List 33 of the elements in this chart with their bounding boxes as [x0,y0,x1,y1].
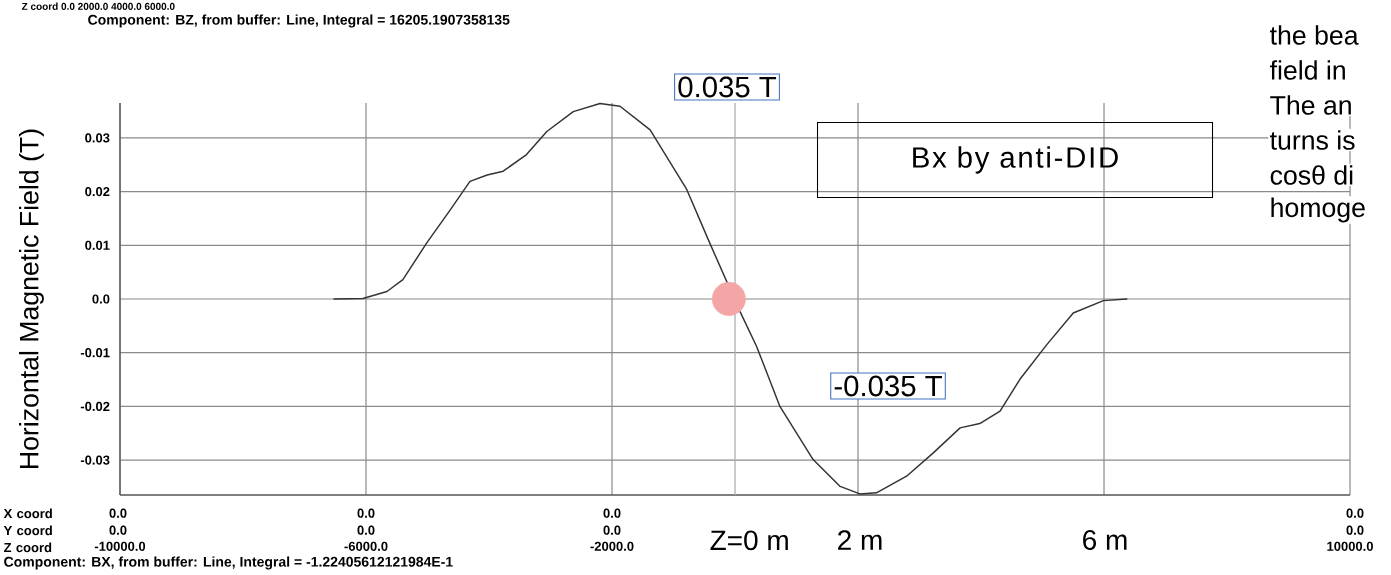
text: Component: BX, from buffer: Line, Integral = -1.22405612121984E-1 [4,556,453,570]
text: 2 m [838,530,882,550]
text: 0.0 0.0 [603,508,621,535]
ref-line-label: Z=0 m [710,530,788,551]
y-tick-label: 0.01 [85,240,110,250]
text: 0.0 0.0 [109,508,127,535]
y-axis-title: Horizontal Magnetic Field (T) [19,129,44,468]
annotation: Bx by anti-DID [913,146,1118,174]
text: field in [1269,60,1345,80]
text: X coord Y coord Z coord [3,508,52,553]
text: the bea [1270,25,1359,45]
x-tick-label: -10000.0 [94,541,146,551]
x-tick-label: -2000.0 [590,541,634,551]
y-tick-label: 0.02 [85,187,110,197]
x-tick-label: -6000.0 [344,541,388,551]
line-series [333,102,1128,495]
y-tick-label: -0.01 [80,348,110,358]
annotation: cosθ di [1270,165,1353,185]
y-tick-label: 0.0 [92,294,110,304]
annotation: The an [1270,95,1351,115]
annotation: turns is [1270,130,1355,150]
text: 6 m [1083,530,1127,550]
y-tick-label: -0.02 [80,401,110,411]
text: 0.0 0.0 [1346,508,1364,535]
text: Z coord 0.0 2000.0 4000.0 6000.0 [21,2,175,10]
text: 0.035 T [678,76,777,98]
y-tick-label: -0.03 [80,455,110,465]
annotation: homoge [1271,197,1365,223]
annotation: -0.035 T [834,375,942,397]
text: 0.0 0.0 [357,508,375,535]
text: Component: BZ, from buffer: Line, Integral = 16205.1907358135 [88,14,510,28]
x-tick-label: 10000.0 [1327,541,1373,551]
y-tick-label: 0.03 [85,133,110,143]
